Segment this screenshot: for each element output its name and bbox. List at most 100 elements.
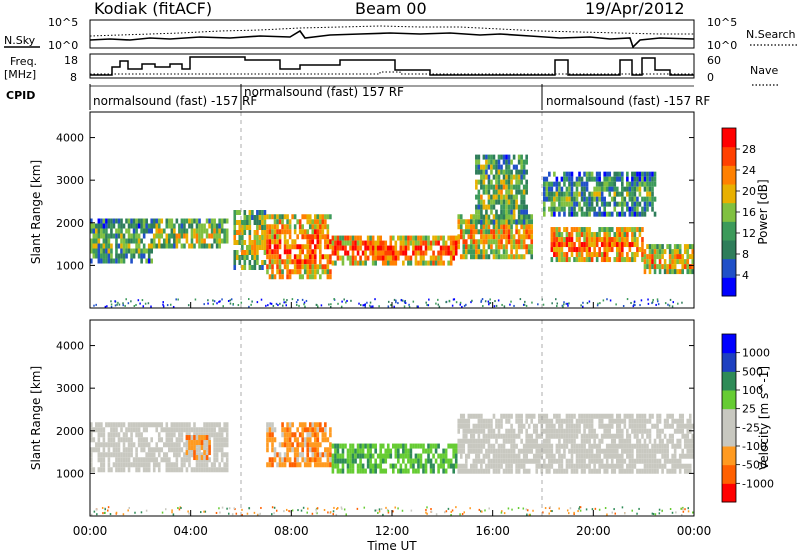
power-cell bbox=[95, 238, 98, 244]
power-cell bbox=[117, 253, 121, 259]
power-cell bbox=[185, 238, 189, 244]
colorbar-block bbox=[722, 427, 736, 447]
power-cell bbox=[510, 184, 513, 190]
power-cell bbox=[475, 229, 478, 235]
velocity-cell bbox=[507, 428, 511, 434]
velocity-cell bbox=[550, 443, 554, 449]
velocity-cell bbox=[520, 448, 523, 454]
velocity-cell bbox=[575, 458, 579, 464]
power-cell bbox=[575, 176, 579, 182]
power-cell bbox=[392, 245, 395, 251]
velocity-cell bbox=[298, 422, 302, 428]
velocity-cell bbox=[195, 435, 199, 441]
velocity-cell bbox=[595, 468, 599, 474]
power-cell bbox=[550, 211, 554, 217]
power-cell bbox=[379, 255, 383, 261]
velocity-cell bbox=[656, 418, 659, 424]
velocity-cell bbox=[185, 435, 189, 441]
velocity-noise-cell bbox=[500, 511, 503, 514]
power-cell bbox=[661, 244, 664, 250]
power-cell bbox=[492, 229, 496, 235]
velocity-cell bbox=[507, 438, 511, 444]
power-cell bbox=[522, 239, 526, 245]
velocity-noise-cell bbox=[165, 508, 167, 511]
velocity-cell bbox=[658, 418, 662, 424]
power-cell bbox=[329, 274, 332, 280]
power-cell bbox=[603, 247, 606, 253]
power-cell bbox=[631, 227, 634, 233]
power-cell bbox=[110, 228, 113, 234]
power-cell bbox=[470, 224, 473, 230]
power-cell bbox=[168, 218, 171, 224]
power-noise-cell bbox=[229, 302, 232, 305]
velocity-cell bbox=[190, 440, 194, 446]
velocity-noise-cell bbox=[329, 511, 332, 514]
velocity-cell bbox=[631, 443, 634, 449]
velocity-cell bbox=[643, 418, 647, 424]
power-cell bbox=[500, 184, 503, 190]
power-cell bbox=[525, 154, 528, 160]
velocity-cell bbox=[432, 468, 435, 474]
power-cell bbox=[261, 215, 264, 220]
velocity-cell bbox=[195, 440, 199, 446]
velocity-noise-cell bbox=[621, 506, 624, 509]
velocity-cell bbox=[636, 418, 639, 424]
power-cell bbox=[281, 229, 284, 235]
power-cell bbox=[628, 257, 632, 263]
velocity-cell bbox=[558, 463, 561, 469]
velocity-cell bbox=[374, 448, 377, 454]
velocity-cell bbox=[583, 413, 586, 419]
power-cell bbox=[485, 184, 488, 190]
power-cell bbox=[610, 211, 614, 217]
velocity-cell bbox=[515, 418, 518, 424]
power-cell bbox=[432, 250, 435, 256]
power-cell bbox=[263, 245, 267, 250]
velocity-cell bbox=[371, 463, 375, 469]
velocity-cell bbox=[165, 427, 169, 433]
power-cell bbox=[472, 229, 476, 235]
power-cell bbox=[553, 196, 556, 202]
velocity-cell bbox=[641, 433, 644, 439]
power-cell bbox=[598, 171, 601, 177]
power-cell bbox=[331, 260, 335, 266]
power-cell bbox=[648, 249, 652, 255]
power-cell bbox=[505, 249, 508, 255]
velocity-cell bbox=[643, 463, 647, 469]
velocity-cell bbox=[402, 448, 405, 454]
power-cell bbox=[510, 229, 513, 235]
power-cell bbox=[558, 252, 561, 258]
velocity-cell bbox=[188, 450, 191, 456]
power-cell bbox=[215, 223, 219, 229]
power-cell bbox=[193, 233, 196, 239]
power-cell bbox=[470, 229, 473, 235]
velocity-cell bbox=[183, 427, 186, 433]
velocity-cell bbox=[150, 437, 153, 443]
velocity-cell bbox=[386, 453, 390, 459]
power-cell bbox=[248, 210, 252, 215]
power-cell bbox=[117, 233, 121, 239]
velocity-cell bbox=[615, 458, 619, 464]
power-cell bbox=[661, 254, 664, 260]
power-cell bbox=[319, 254, 322, 260]
power-cell bbox=[603, 181, 606, 187]
velocity-cell bbox=[583, 453, 586, 459]
velocity-cell bbox=[168, 427, 171, 433]
power-noise-cell bbox=[452, 298, 455, 301]
velocity-cell bbox=[464, 423, 468, 429]
power-cell bbox=[316, 219, 320, 225]
power-cell bbox=[379, 240, 383, 246]
power-cell bbox=[157, 218, 161, 224]
power-cell bbox=[626, 181, 629, 187]
power-cell bbox=[135, 233, 138, 239]
power-cell bbox=[663, 269, 667, 275]
velocity-cell bbox=[173, 422, 176, 428]
velocity-cell bbox=[208, 422, 211, 428]
power-cell bbox=[195, 218, 199, 224]
velocity-cell bbox=[266, 422, 269, 428]
power-noise-cell bbox=[219, 300, 221, 303]
velocity-cell bbox=[203, 455, 206, 461]
power-cell bbox=[565, 176, 569, 182]
velocity-cell bbox=[570, 458, 574, 464]
velocity-cell bbox=[351, 443, 355, 449]
